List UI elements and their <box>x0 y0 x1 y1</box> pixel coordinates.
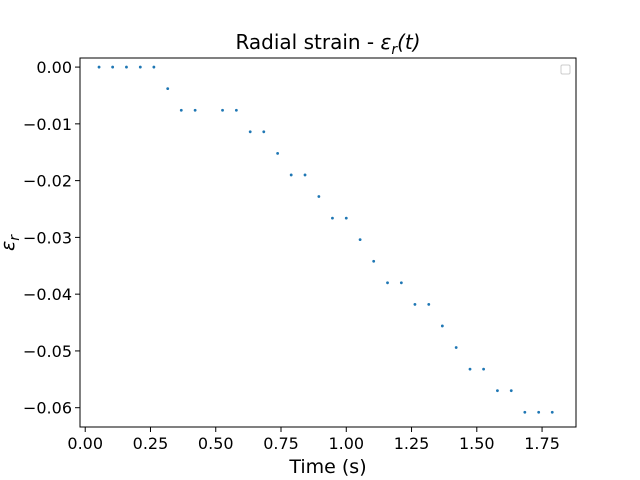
y-tick-label: −0.01 <box>23 115 72 134</box>
data-point <box>482 367 485 371</box>
data-point <box>399 281 403 285</box>
y-tick-label: −0.03 <box>23 228 72 247</box>
chart-title: Radial strain - εr(t) <box>235 30 420 58</box>
y-tick-label: −0.06 <box>23 399 72 418</box>
plot-area-frame <box>79 57 577 428</box>
data-point <box>138 65 142 69</box>
x-tick-label: 1.75 <box>524 434 560 453</box>
x-tick-label: 1.25 <box>394 434 430 453</box>
data-point <box>111 65 115 69</box>
data-point <box>303 173 307 177</box>
data-point <box>523 410 527 414</box>
x-axis: 0.00 0.25 0.50 0.75 1.00 1.25 1.50 1.75 <box>67 427 560 453</box>
data-point <box>97 65 101 69</box>
y-axis-label: εr <box>0 234 23 251</box>
data-point <box>125 65 128 69</box>
data-point <box>427 302 431 306</box>
legend-box <box>560 64 571 75</box>
data-point <box>179 108 183 112</box>
data-point <box>496 389 499 393</box>
data-point <box>468 367 472 371</box>
data-point <box>234 108 238 112</box>
data-point <box>193 108 197 112</box>
data-point <box>454 346 458 349</box>
data-series <box>97 65 554 414</box>
y-tick-label: −0.02 <box>23 172 72 191</box>
y-tick-label: −0.04 <box>23 285 72 304</box>
data-point <box>262 130 266 134</box>
x-tick-label: 0.25 <box>133 434 169 453</box>
data-point <box>550 410 554 414</box>
y-tick-label: −0.05 <box>23 342 72 361</box>
data-point <box>413 302 417 306</box>
y-tick-label: 0.00 <box>36 58 72 77</box>
data-point <box>166 87 170 91</box>
data-point <box>317 195 321 198</box>
data-point <box>537 410 541 414</box>
data-point <box>276 151 280 155</box>
data-point <box>289 173 293 177</box>
y-axis: 0.00 −0.01 −0.02 −0.03 −0.04 −0.05 −0.06 <box>23 58 80 418</box>
data-point <box>344 216 348 220</box>
data-point <box>440 324 444 328</box>
x-tick-label: 0.00 <box>67 434 103 453</box>
x-tick-label: 1.00 <box>328 434 364 453</box>
data-point <box>248 130 252 134</box>
x-tick-label: 1.50 <box>459 434 495 453</box>
data-point <box>372 259 376 263</box>
x-tick-label: 0.50 <box>198 434 234 453</box>
data-point <box>358 238 362 242</box>
data-point <box>331 216 334 220</box>
data-point <box>509 389 513 393</box>
x-tick-label: 0.75 <box>263 434 299 453</box>
data-point <box>221 108 224 112</box>
x-axis-label: Time (s) <box>288 456 366 478</box>
data-point <box>386 281 389 285</box>
data-point <box>152 65 156 69</box>
